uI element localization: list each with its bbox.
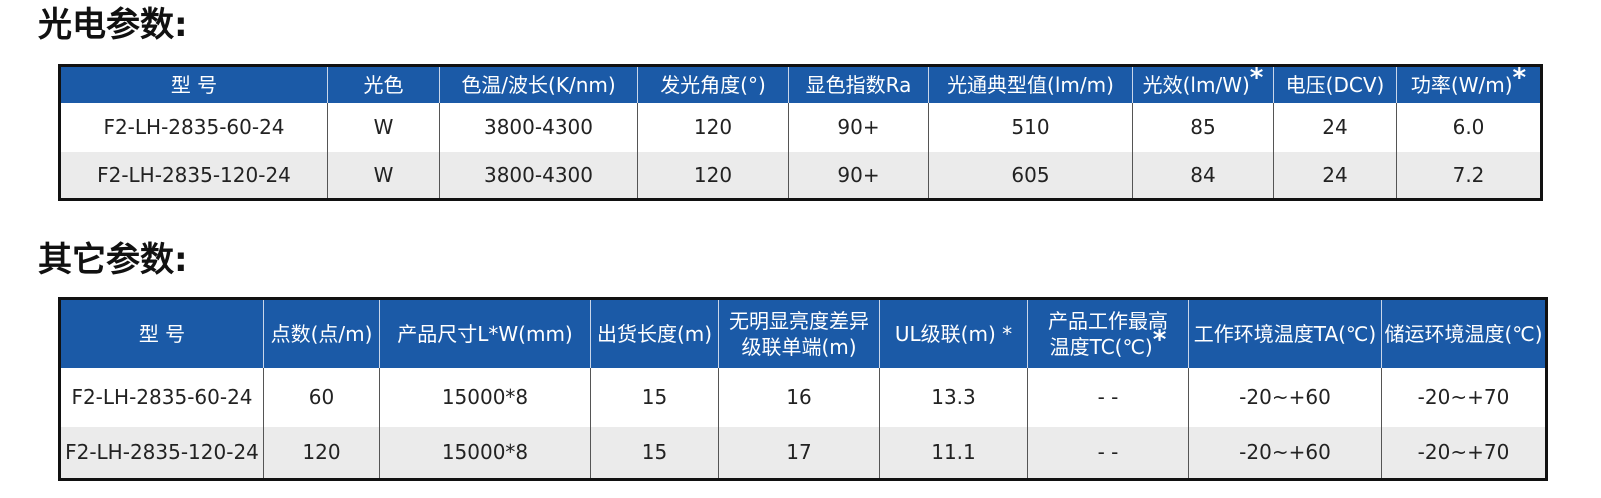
table-cell: 17 — [718, 426, 880, 480]
header-cell: 无明显亮度差异 级联单端(m) — [718, 298, 880, 368]
header-text: 发光角度(°) — [660, 72, 766, 97]
table-cell: 15 — [590, 367, 719, 427]
table-cell: 3800-4300 — [439, 151, 638, 200]
header-text: 产品工作最高 — [1048, 308, 1168, 333]
table-cell: F2-LH-2835-60-24 — [103, 115, 285, 139]
table-cell: 3800-4300 — [439, 102, 638, 152]
table-cell: F2-LH-2835-120-24 — [59, 151, 328, 200]
header-text: 产品尺寸L*W(mm) — [397, 321, 573, 346]
table-cell: 11.1 — [879, 426, 1028, 480]
table-cell: 84 — [1132, 151, 1274, 200]
table-cell: 510 — [928, 102, 1133, 152]
header-text: 功率(W/m) — [1410, 72, 1513, 97]
table-cell: 16 — [718, 367, 880, 427]
table-cell: 90+ — [788, 102, 929, 152]
table-cell: W — [327, 151, 440, 200]
header-text: 光通典型值(lm/m) — [947, 72, 1114, 97]
header-cell: 光效(lm/W)* — [1132, 62, 1274, 103]
table-cell: 6.0 — [1396, 102, 1542, 152]
table-cell: 15 — [590, 426, 719, 480]
header-cell: 储运环境温度(℃) — [1381, 298, 1547, 368]
header-cell: UL级联(m) * — [879, 298, 1028, 368]
header-cell: 光通典型值(lm/m) — [928, 65, 1133, 103]
table-cell: F2-LH-2835-120-24 — [59, 426, 264, 480]
header-text: 工作环境温度TA(℃) — [1193, 321, 1377, 346]
header-cell: 色温/波长(K/nm) — [439, 65, 638, 103]
header-cell: 出货长度(m) — [590, 298, 719, 368]
table-cell: 60 — [263, 367, 380, 427]
header-cell: 产品工作最高 温度TC(℃)* — [1027, 298, 1189, 368]
header-cell: 显色指数Ra — [788, 65, 929, 103]
table-cell: 120 — [637, 151, 789, 200]
table-cell: 605 — [928, 151, 1133, 200]
table-cell: 15000*8 — [379, 426, 591, 480]
data-row: F2-LH-2835-60-24 60 15000*8 15 16 13.3- - -20~… — [60, 367, 1547, 427]
spec-table: 型 号点数(点/m) 产品尺寸L*W(mm) 出货长度(m) 无明显亮度差异 级联单端(… — [58, 297, 1548, 481]
header-cell: 产品尺寸L*W(mm) — [379, 298, 591, 368]
header-text: 色温/波长(K/nm) — [461, 72, 616, 97]
data-row: F2-LH-2835-60-24 W 3800-4300 120 90+ 510 85 24 6… — [60, 102, 1542, 152]
footnote-mark: * — [1249, 62, 1264, 93]
spec-table: 型 号 光色 色温/波长(K/nm) 发光角度(°) 显色指数Ra 光通典型值(lm/m)… — [58, 64, 1543, 201]
data-row: F2-LH-2835-120-24 W 3800-4300 120 90+ 605 84 24… — [59, 151, 1542, 200]
footnote-mark: * — [1512, 62, 1527, 93]
header-text: 储运环境温度(℃) — [1384, 321, 1543, 346]
section-title: 光电参数: — [38, 5, 188, 45]
table-cell: 85 — [1132, 102, 1274, 152]
header-cell: 点数(点/m) — [263, 298, 380, 368]
header-cell: 功率(W/m)* — [1396, 62, 1542, 103]
header-cell: 工作环境温度TA(℃) — [1188, 298, 1382, 368]
table-cell: -20~+70 — [1381, 367, 1547, 427]
header-cell: 光色 — [327, 65, 440, 103]
header-text: 无明显亮度差异 — [729, 308, 869, 333]
table-cell: 7.2 — [1396, 151, 1542, 200]
header-cell: 发光角度(°) — [637, 65, 789, 103]
table-cell: 15000*8 — [379, 367, 591, 427]
table-cell: - - — [1027, 367, 1189, 427]
table-cell: - - — [1027, 426, 1189, 480]
header-row: 型 号点数(点/m) 产品尺寸L*W(mm) 出货长度(m) 无明显亮度差异 级联单端(… — [59, 298, 1547, 368]
section-title: 其它参数: — [38, 240, 188, 280]
header-text: 显色指数Ra — [805, 72, 912, 97]
header-text: 级联单端(m) — [741, 334, 857, 359]
header-text: 型 号 — [170, 72, 218, 97]
header-text: UL级联(m) * — [894, 321, 1013, 346]
header-text: 光色 — [363, 72, 404, 97]
header-text: 型 号 — [138, 321, 186, 346]
table-cell: -20~+70 — [1381, 426, 1547, 480]
header-text: 温度TC(℃)* — [1049, 324, 1167, 359]
table-cell: 24 — [1273, 151, 1397, 200]
table-cell: -20~+60 — [1188, 367, 1382, 427]
table-cell: 90+ — [788, 151, 929, 200]
table-cell: 120 — [637, 102, 789, 152]
table-cell: F2-LH-2835-60-24 — [71, 385, 253, 409]
table-cell: W — [327, 102, 440, 152]
table-cell: 24 — [1273, 102, 1397, 152]
header-text: 出货长度(m) — [596, 321, 713, 346]
header-cell: 型 号 — [59, 298, 264, 368]
header-row: 型 号 光色 色温/波长(K/nm) 发光角度(°) 显色指数Ra 光通典型值(lm/m)… — [59, 62, 1542, 103]
footnote-mark: * — [1152, 324, 1167, 355]
header-text: 点数(点/m) — [270, 321, 373, 346]
data-row: F2-LH-2835-120-24 120 15000*8 15 17 11.1- - -2… — [59, 426, 1547, 480]
header-cell: 型 号 — [59, 65, 328, 103]
header-cell: 电压(DCV) — [1273, 65, 1397, 103]
header-text: 光效(lm/W) — [1142, 72, 1250, 97]
table-cell: 13.3 — [879, 367, 1028, 427]
header-text: 电压(DCV) — [1285, 72, 1385, 97]
table-cell: -20~+60 — [1188, 426, 1382, 480]
table-cell: 120 — [263, 426, 380, 480]
